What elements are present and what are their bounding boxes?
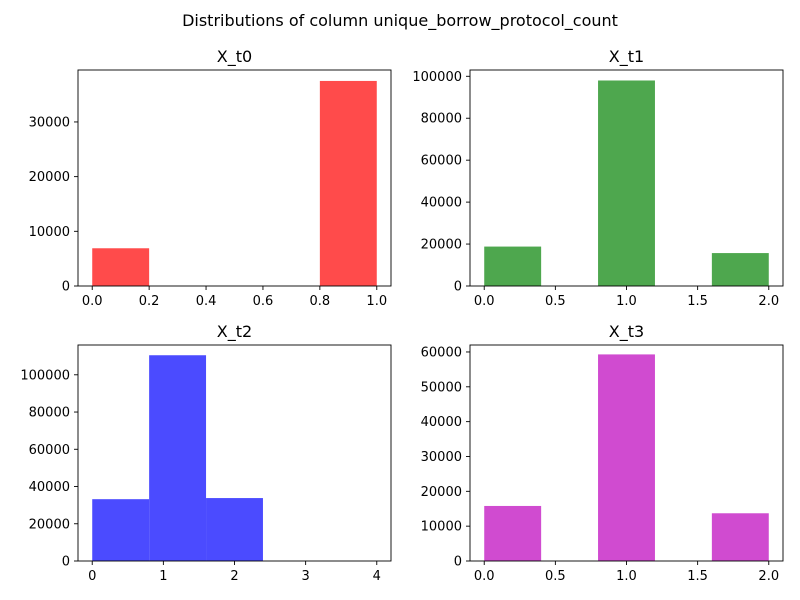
x-tick-label: 1.5 <box>687 569 708 584</box>
y-tick-label: 80000 <box>29 406 70 421</box>
histogram-bar <box>484 505 542 561</box>
subplots: 0.0 0.2 0.4 0.6 0.8 1.00100002000030000X_t00.… <box>20 47 784 584</box>
histogram-bar <box>206 498 263 561</box>
y-tick-label: 0 <box>454 280 462 295</box>
x-tick-label: 0.0 <box>474 569 495 584</box>
y-tick-label: 10000 <box>421 520 462 535</box>
histogram-bar <box>711 513 769 561</box>
histogram-bar <box>92 499 150 561</box>
x-tick-label: 2.0 <box>758 294 779 309</box>
subplot-title: X_t1 <box>609 47 644 67</box>
x-tick-label: 0.4 <box>196 294 217 309</box>
x-tick-label: 0 <box>88 569 96 584</box>
x-tick-label: 3 <box>301 569 309 584</box>
y-tick-label: 20000 <box>29 170 70 185</box>
y-tick-label: 10000 <box>29 225 70 240</box>
x-tick-label: 4 <box>373 569 381 584</box>
y-tick-label: 0 <box>62 555 70 570</box>
y-tick-label: 0 <box>62 280 70 295</box>
x-tick-label: 2 <box>230 569 238 584</box>
y-tick-label: 40000 <box>29 480 70 495</box>
histogram-bar <box>711 253 769 286</box>
subplot-X_t0: 0.0 0.2 0.4 0.6 0.8 1.0 0 10000 20000 30000 X_t0 <box>29 47 392 309</box>
x-tick-label: 0.6 <box>253 294 274 309</box>
histogram-bar <box>92 248 150 286</box>
x-tick-label: 0.5 <box>545 569 566 584</box>
y-tick-label: 30000 <box>421 450 462 465</box>
histogram-bar <box>598 80 655 286</box>
subplot-X_t2: 0 1 2 3 4 0 20000 40000 60000 80000 100000 X_t2 <box>20 322 392 584</box>
x-tick-label: 0.5 <box>545 294 566 309</box>
subplot-title: X_t3 <box>609 322 644 342</box>
figure-title: Distributions of column unique_borrow_pr… <box>182 11 618 31</box>
y-tick-label: 60000 <box>421 345 462 360</box>
axes-frame <box>77 69 392 287</box>
x-tick-label: 0.8 <box>310 294 331 309</box>
histogram-bar <box>149 355 207 561</box>
y-tick-label: 20000 <box>421 485 462 500</box>
x-tick-label: 1.0 <box>366 294 387 309</box>
x-tick-label: 1.0 <box>616 569 637 584</box>
x-tick-label: 0.2 <box>139 294 160 309</box>
histogram-bar <box>319 80 377 286</box>
x-tick-label: 0.0 <box>82 294 103 309</box>
y-tick-label: 80000 <box>421 112 462 127</box>
subplot-X_t3: 0.0 0.5 1.0 1.5 2.0 0 10000 20000 30000 40000 5000… <box>421 322 784 584</box>
x-tick-label: 2.0 <box>758 569 779 584</box>
x-tick-label: 1.0 <box>616 294 637 309</box>
y-tick-label: 50000 <box>421 380 462 395</box>
y-tick-label: 40000 <box>421 196 462 211</box>
y-tick-label: 20000 <box>29 517 70 532</box>
x-tick-label: 0.0 <box>474 294 495 309</box>
y-tick-label: 100000 <box>412 70 462 85</box>
y-tick-label: 60000 <box>29 443 70 458</box>
histogram-bar <box>598 354 655 561</box>
subplot-X_t1: 0.0 0.5 1.0 1.5 2.0 0 20000 40000 60000 80000 1000… <box>412 47 784 309</box>
y-tick-label: 30000 <box>29 115 70 130</box>
subplot-title: X_t2 <box>217 322 252 342</box>
histogram-bar <box>484 246 542 286</box>
y-tick-label: 100000 <box>20 368 70 383</box>
subplot-title: X_t0 <box>217 47 252 67</box>
y-tick-label: 0 <box>454 555 462 570</box>
x-tick-label: 1.5 <box>687 294 708 309</box>
y-tick-label: 20000 <box>421 238 462 253</box>
y-tick-label: 60000 <box>421 154 462 169</box>
x-tick-label: 1 <box>159 569 167 584</box>
y-tick-label: 40000 <box>421 415 462 430</box>
